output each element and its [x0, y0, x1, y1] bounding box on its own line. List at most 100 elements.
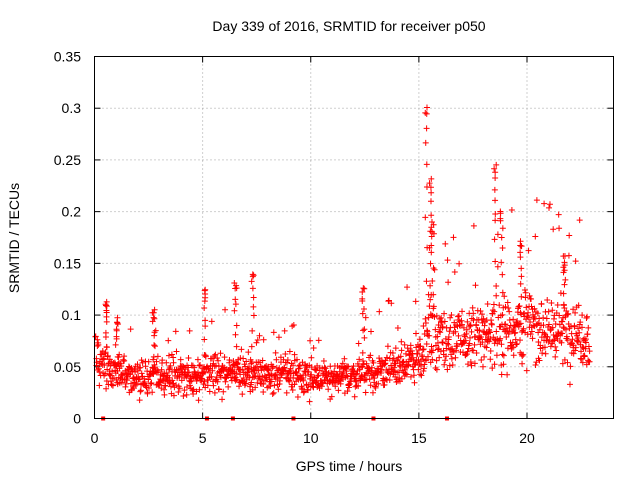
chart-title: Day 339 of 2016, SRMTID for receiver p05…: [212, 18, 485, 34]
data-point: [132, 381, 139, 388]
data-point: [517, 242, 524, 249]
data-point: [310, 344, 317, 351]
data-point: [533, 359, 540, 366]
data-point: [291, 381, 298, 388]
data-point: [450, 234, 457, 241]
data-point: [479, 339, 486, 346]
data-point: [220, 367, 227, 374]
data-point: [423, 104, 430, 111]
data-point: [542, 350, 549, 357]
data-point: [523, 304, 530, 311]
data-point: [553, 347, 560, 354]
data-point: [339, 360, 346, 367]
data-point: [362, 389, 369, 396]
data-point: [394, 325, 401, 332]
data-point: [423, 161, 430, 168]
data-point: [448, 312, 455, 319]
data-point: [549, 307, 556, 314]
data-point: [498, 234, 505, 241]
data-point: [142, 363, 149, 370]
data-point: [432, 326, 439, 333]
data-point: [232, 301, 239, 308]
data-point: [165, 366, 172, 373]
data-point: [112, 341, 119, 348]
data-point: [332, 383, 339, 390]
data-point: [368, 364, 375, 371]
data-point: [271, 382, 278, 389]
y-tick-label: 0.1: [62, 307, 82, 323]
data-point: [476, 327, 483, 334]
data-point: [276, 365, 283, 372]
data-point: [114, 353, 121, 360]
data-point: [397, 353, 404, 360]
data-point: [275, 386, 282, 393]
data-point: [528, 296, 535, 303]
x-tick-label: 20: [519, 430, 535, 446]
data-point: [249, 271, 256, 278]
data-point: [513, 341, 520, 348]
data-point: [498, 371, 505, 378]
data-point: [499, 351, 506, 358]
data-point: [360, 306, 367, 313]
data-point: [445, 279, 452, 286]
data-point: [250, 312, 257, 319]
data-point: [404, 284, 411, 291]
data-point: [428, 224, 435, 231]
data-point: [219, 396, 226, 403]
data-point: [355, 383, 362, 390]
data-point: [158, 366, 165, 373]
data-point: [306, 398, 313, 405]
data-point: [358, 364, 365, 371]
data-point: [494, 231, 501, 238]
data-point: [430, 303, 437, 310]
data-point: [419, 353, 426, 360]
data-point: [566, 232, 573, 239]
data-point: [196, 386, 203, 393]
data-point: [336, 377, 343, 384]
data-point: [427, 296, 434, 303]
data-point: [491, 308, 498, 315]
data-point: [519, 360, 526, 367]
data-point: [541, 344, 548, 351]
data-point: [428, 249, 435, 256]
data-point: [101, 350, 108, 357]
data-point: [459, 308, 466, 315]
data-point: [414, 350, 421, 357]
data-point: [513, 340, 520, 347]
data-point: [433, 357, 440, 364]
data-point: [253, 339, 260, 346]
data-point: [172, 328, 179, 335]
data-point: [189, 387, 196, 394]
data-point: [516, 321, 523, 328]
data-point: [260, 336, 267, 343]
data-point: [201, 298, 208, 305]
data-point: [257, 363, 264, 370]
data-point: [246, 363, 253, 370]
data-point: [341, 355, 348, 362]
data-point: [499, 244, 506, 251]
data-point: [353, 370, 360, 377]
data-point: [233, 285, 240, 292]
data-point: [471, 360, 478, 367]
data-point: [518, 273, 525, 280]
data-point: [570, 306, 577, 313]
data-point: [134, 367, 141, 374]
data-point: [472, 333, 479, 340]
data-point: [368, 328, 375, 335]
data-point: [283, 389, 290, 396]
data-point: [165, 352, 172, 359]
data-point: [206, 388, 213, 395]
data-point: [152, 343, 159, 350]
data-point: [157, 371, 164, 378]
data-point: [429, 356, 436, 363]
data-point: [559, 318, 566, 325]
data-point: [248, 379, 255, 386]
data-point: [452, 354, 459, 361]
data-point: [562, 326, 569, 333]
data-point: [137, 387, 144, 394]
data-point: [144, 390, 151, 397]
data-point: [428, 242, 435, 249]
data-point: [560, 269, 567, 276]
data-point: [345, 384, 352, 391]
data-point: [497, 335, 504, 342]
